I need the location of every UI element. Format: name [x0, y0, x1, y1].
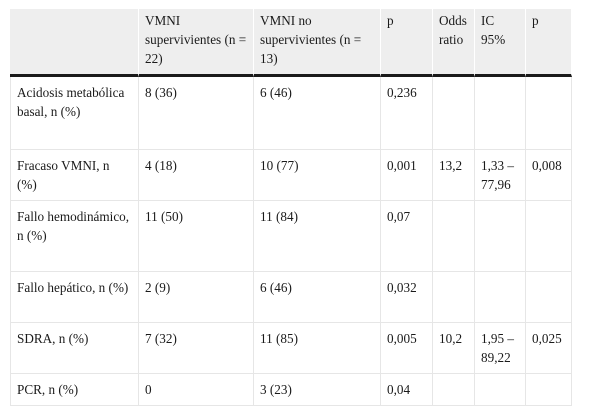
cell-ci [475, 272, 526, 323]
cell-p-adjusted [526, 201, 572, 272]
cell-non-survivors: 3 (23) [254, 374, 381, 406]
table-row: Acidosis metabólica basal, n (%) 8 (36) … [10, 77, 572, 150]
cell-p-adjusted [526, 272, 572, 323]
cell-ci [475, 201, 526, 272]
cell-ci [475, 77, 526, 150]
cell-ci [475, 374, 526, 406]
cell-non-survivors: 11 (85) [254, 323, 381, 374]
header-row: VMNI supervivientes (n = 22) VMNI no sup… [10, 9, 572, 77]
cell-non-survivors: 11 (84) [254, 201, 381, 272]
row-label: PCR, n (%) [10, 374, 139, 406]
table-body: Acidosis metabólica basal, n (%) 8 (36) … [10, 77, 572, 406]
row-label: Fracaso VMNI, n (%) [10, 150, 139, 201]
table-row: Fallo hemodinámico, n (%) 11 (50) 11 (84… [10, 201, 572, 272]
cell-non-survivors: 6 (46) [254, 77, 381, 150]
cell-ci: 1,33 – 77,96 [475, 150, 526, 201]
header-cell-survivors: VMNI supervivientes (n = 22) [139, 9, 254, 77]
cell-p: 0,005 [381, 323, 433, 374]
table-header: VMNI supervivientes (n = 22) VMNI no sup… [10, 9, 572, 77]
results-table: VMNI supervivientes (n = 22) VMNI no sup… [10, 9, 572, 406]
cell-survivors: 0 [139, 374, 254, 406]
cell-survivors: 8 (36) [139, 77, 254, 150]
cell-survivors: 2 (9) [139, 272, 254, 323]
header-cell-odds-ratio: Odds ratio [433, 9, 475, 77]
table-row: PCR, n (%) 0 3 (23) 0,04 [10, 374, 572, 406]
cell-non-survivors: 6 (46) [254, 272, 381, 323]
header-cell-p: p [381, 9, 433, 77]
row-label: SDRA, n (%) [10, 323, 139, 374]
cell-survivors: 7 (32) [139, 323, 254, 374]
cell-p: 0,032 [381, 272, 433, 323]
row-label: Fallo hepático, n (%) [10, 272, 139, 323]
cell-p-adjusted: 0,025 [526, 323, 572, 374]
table-row: SDRA, n (%) 7 (32) 11 (85) 0,005 10,2 1,… [10, 323, 572, 374]
cell-p-adjusted [526, 77, 572, 150]
cell-odds-ratio [433, 201, 475, 272]
cell-odds-ratio: 13,2 [433, 150, 475, 201]
cell-survivors: 4 (18) [139, 150, 254, 201]
cell-odds-ratio [433, 374, 475, 406]
row-label: Fallo hemodinámico, n (%) [10, 201, 139, 272]
header-cell-empty [10, 9, 139, 77]
cell-p-adjusted [526, 374, 572, 406]
cell-odds-ratio [433, 77, 475, 150]
cell-odds-ratio: 10,2 [433, 323, 475, 374]
header-cell-non-survivors: VMNI no supervivientes (n = 13) [254, 9, 381, 77]
cell-odds-ratio [433, 272, 475, 323]
cell-p: 0,236 [381, 77, 433, 150]
cell-non-survivors: 10 (77) [254, 150, 381, 201]
cell-p: 0,04 [381, 374, 433, 406]
header-cell-ci: IC 95% [475, 9, 526, 77]
cell-p: 0,07 [381, 201, 433, 272]
cell-ci: 1,95 – 89,22 [475, 323, 526, 374]
row-label: Acidosis metabólica basal, n (%) [10, 77, 139, 150]
table-row: Fallo hepático, n (%) 2 (9) 6 (46) 0,032 [10, 272, 572, 323]
cell-p-adjusted: 0,008 [526, 150, 572, 201]
header-cell-p-adjusted: p [526, 9, 572, 77]
cell-p: 0,001 [381, 150, 433, 201]
table-row: Fracaso VMNI, n (%) 4 (18) 10 (77) 0,001… [10, 150, 572, 201]
cell-survivors: 11 (50) [139, 201, 254, 272]
